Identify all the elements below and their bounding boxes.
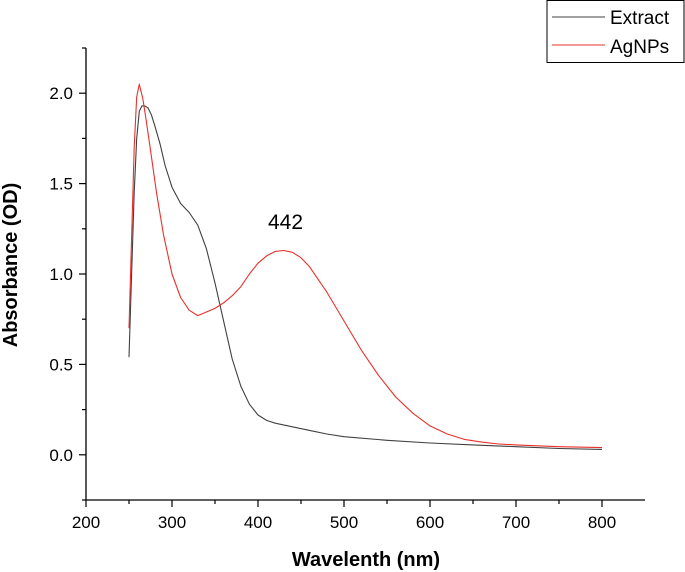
legend-label-extract: Extract xyxy=(610,8,670,29)
y-tick-label: 1.5 xyxy=(49,175,73,194)
x-tick-label: 200 xyxy=(72,513,100,532)
x-tick-label: 600 xyxy=(416,513,444,532)
ticks: 200 300 400 500 600 700 800 0.0 0.5 1.0 1.5 2.0 xyxy=(49,47,616,532)
x-tick-label: 300 xyxy=(158,513,186,532)
y-tick-label: 1.0 xyxy=(49,265,73,284)
legend: Extract AgNPs xyxy=(546,0,685,63)
x-tick-label: 800 xyxy=(588,513,616,532)
x-axis-title: Wavelenth (nm) xyxy=(292,549,440,571)
x-tick-label: 700 xyxy=(502,513,530,532)
x-tick-label: 400 xyxy=(244,513,272,532)
series-line-extract xyxy=(128,105,603,450)
legend-label-agnps: AgNPs xyxy=(610,37,669,58)
series-line-agnps xyxy=(128,83,603,449)
y-tick-label: 0.0 xyxy=(49,446,73,465)
x-tick-label: 500 xyxy=(330,513,358,532)
axes xyxy=(85,48,645,501)
legend-box xyxy=(546,0,685,63)
y-tick-label: 2.0 xyxy=(49,84,73,103)
series-group xyxy=(128,83,603,450)
peak-annotation: 442 xyxy=(268,211,303,234)
y-tick-label: 0.5 xyxy=(49,355,73,374)
y-axis-title: Absorbance (OD) xyxy=(0,183,22,347)
